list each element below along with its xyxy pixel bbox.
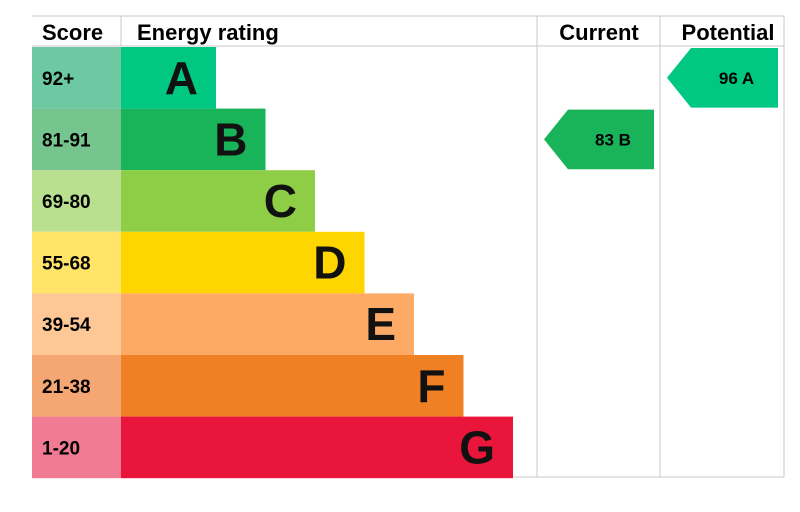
band-letter-e: E: [365, 298, 396, 350]
band-letter-d: D: [313, 237, 346, 289]
score-label-f: 21-38: [42, 377, 91, 398]
header-potential: Potential: [682, 20, 775, 45]
band-letter-c: C: [264, 175, 297, 227]
score-label-d: 55-68: [42, 254, 91, 275]
rating-bands: 92+ A 81-91 B 69-80 C 55-68 D 39-54 E 21-38 F 1-20 G: [32, 47, 513, 479]
band-letter-b: B: [214, 113, 247, 165]
band-bar-d: [121, 231, 365, 294]
score-label-b: 81-91: [42, 130, 91, 151]
score-cell-g: [32, 416, 121, 479]
header-score: Score: [42, 20, 103, 45]
band-bar-c: [121, 170, 315, 232]
current-rating-arrow: [544, 109, 654, 170]
band-bar-g: [121, 416, 513, 479]
band-letter-a: A: [165, 52, 198, 104]
band-bar-e: [121, 293, 414, 355]
score-cell-f: [32, 355, 121, 417]
potential-rating-arrow: [667, 48, 778, 108]
band-bar-b: [121, 108, 266, 171]
header-current: Current: [559, 20, 639, 45]
rating-arrows: 83 B 96 A: [544, 48, 778, 170]
band-bar-a: [121, 47, 216, 109]
band-bar-f: [121, 355, 464, 417]
score-cell-c: [32, 170, 121, 232]
band-letter-f: F: [417, 360, 445, 412]
potential-rating-label: 96 A: [719, 69, 754, 88]
band-letter-g: G: [459, 421, 495, 473]
score-cell-e: [32, 293, 121, 355]
current-rating-label: 83 B: [595, 130, 631, 149]
score-cell-b: [32, 108, 121, 171]
score-label-a: 92+: [42, 69, 74, 90]
header-energy-rating: Energy rating: [137, 20, 279, 45]
score-label-g: 1-20: [42, 438, 80, 459]
score-label-e: 39-54: [42, 315, 91, 336]
score-label-c: 69-80: [42, 192, 91, 213]
score-cell-a: [32, 47, 121, 109]
score-cell-d: [32, 231, 121, 294]
